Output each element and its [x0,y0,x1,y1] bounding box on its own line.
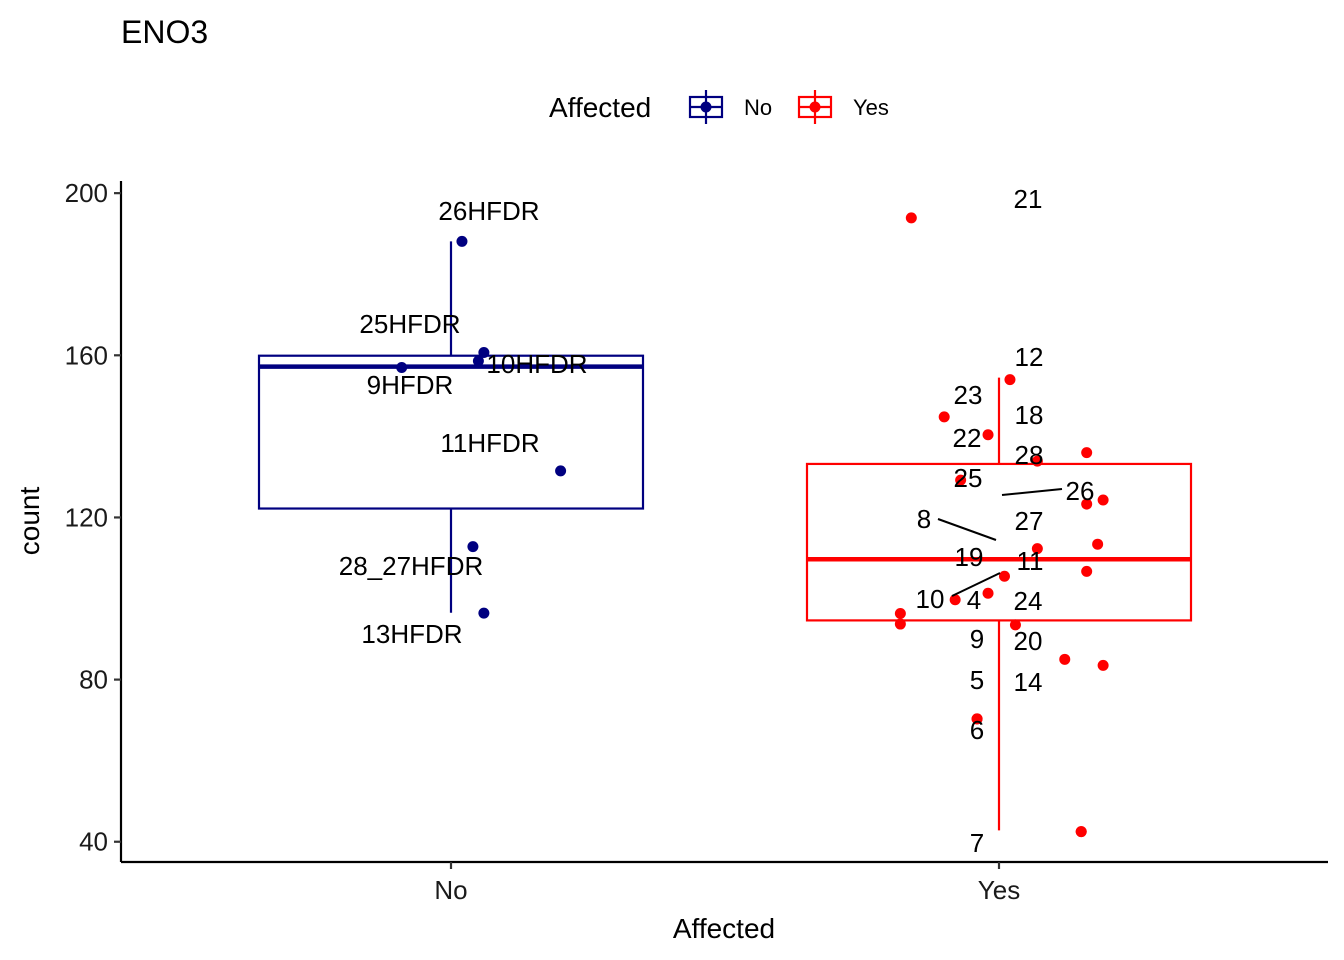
data-point [949,594,961,606]
data-point [467,541,479,553]
point-label: 21 [1014,184,1043,214]
x-ticks: No Yes [434,862,1020,905]
point-label: 6 [970,715,984,745]
point-label: 14 [1014,667,1043,697]
point-label: 4 [967,585,981,615]
point-label: 25HFDR [359,309,460,339]
box [805,462,1193,622]
data-point [955,474,967,486]
data-point [1009,619,1021,631]
x-tick-label: No [434,875,467,905]
point-label: 13HFDR [361,619,462,649]
point-label: 23 [954,380,983,410]
legend-entry-no: No [688,90,772,124]
point-label: 27 [1015,506,1044,536]
data-point [1004,374,1016,386]
y-tick-label: 80 [79,665,108,695]
point-label: 20 [1014,626,1043,656]
data-point [555,465,567,477]
data-point [1081,498,1093,510]
point-label: 28_27HFDR [339,551,484,581]
y-ticks: 40 80 120 160 200 [65,178,121,857]
point-label: 18 [1015,400,1044,430]
point-label: 5 [970,665,984,695]
legend-label: No [744,95,772,120]
box-group-yes [805,212,1193,838]
point-label: 8 [917,504,931,534]
point-labels-no: 26HFDR 25HFDR 10HFDR 9HFDR 11HFDR 28_27HFDR 13… [339,196,588,649]
data-point [1081,565,1093,577]
data-point [478,346,490,358]
data-point [1031,543,1043,555]
data-point [1031,455,1043,467]
point-label: 19 [955,542,984,572]
data-point [1092,538,1104,550]
data-point [1059,653,1071,665]
data-point [1081,447,1093,459]
x-tick-label: Yes [978,875,1020,905]
x-axis-title: Affected [673,913,775,944]
point-label: 24 [1014,586,1043,616]
y-tick-label: 200 [65,178,108,208]
label-leaders [937,488,1063,597]
data-point [998,570,1010,582]
y-tick-label: 40 [79,827,108,857]
point-labels-yes: 21 12 23 18 22 28 25 26 8 27 11 19 10 4 24 9 20 5 14 6 7 [916,184,1095,858]
data-point [971,713,983,725]
plot-area: 26HFDR 25HFDR 10HFDR 9HFDR 11HFDR 28_27HFDR 13… [257,184,1193,858]
data-point [1097,659,1109,671]
data-point [905,212,917,224]
data-point [894,608,906,620]
data-point [982,587,994,599]
data-point [1075,826,1087,838]
data-point [1097,494,1109,506]
point-label: 26 [1066,476,1095,506]
point-label: 9HFDR [367,370,454,400]
point-label: 11HFDR [440,428,539,458]
leader-line [937,518,997,541]
data-point [456,235,468,247]
box-group-no [257,235,645,619]
point-label: 10 [916,584,945,614]
legend-title: Affected [549,92,651,123]
data-point [472,355,484,367]
y-tick-label: 160 [65,340,108,370]
legend-entry-yes: Yes [797,90,889,124]
point-label: 28 [1015,440,1044,470]
data-point [938,411,950,423]
legend-key-point [700,101,712,113]
y-tick-label: 120 [65,502,108,532]
point-label: 26HFDR [438,196,539,226]
chart-title: ENO3 [121,14,208,50]
data-point [894,618,906,630]
point-label: 25 [954,463,983,493]
point-label: 22 [953,423,982,453]
y-axis-title: count [14,487,45,556]
legend-key-point [809,101,821,113]
axes [119,181,1328,864]
legend: Affected No Yes [549,90,889,124]
point-label: 10HFDR [486,349,587,379]
legend-label: Yes [853,95,889,120]
point-label: 12 [1015,342,1044,372]
point-label: 7 [970,828,984,858]
point-label: 11 [1017,546,1044,576]
data-point [396,361,408,373]
leader-line [1001,488,1063,496]
data-point [982,429,994,441]
point-label: 9 [970,624,984,654]
leader-line [951,572,1001,597]
data-point [478,607,490,619]
box [257,354,645,510]
